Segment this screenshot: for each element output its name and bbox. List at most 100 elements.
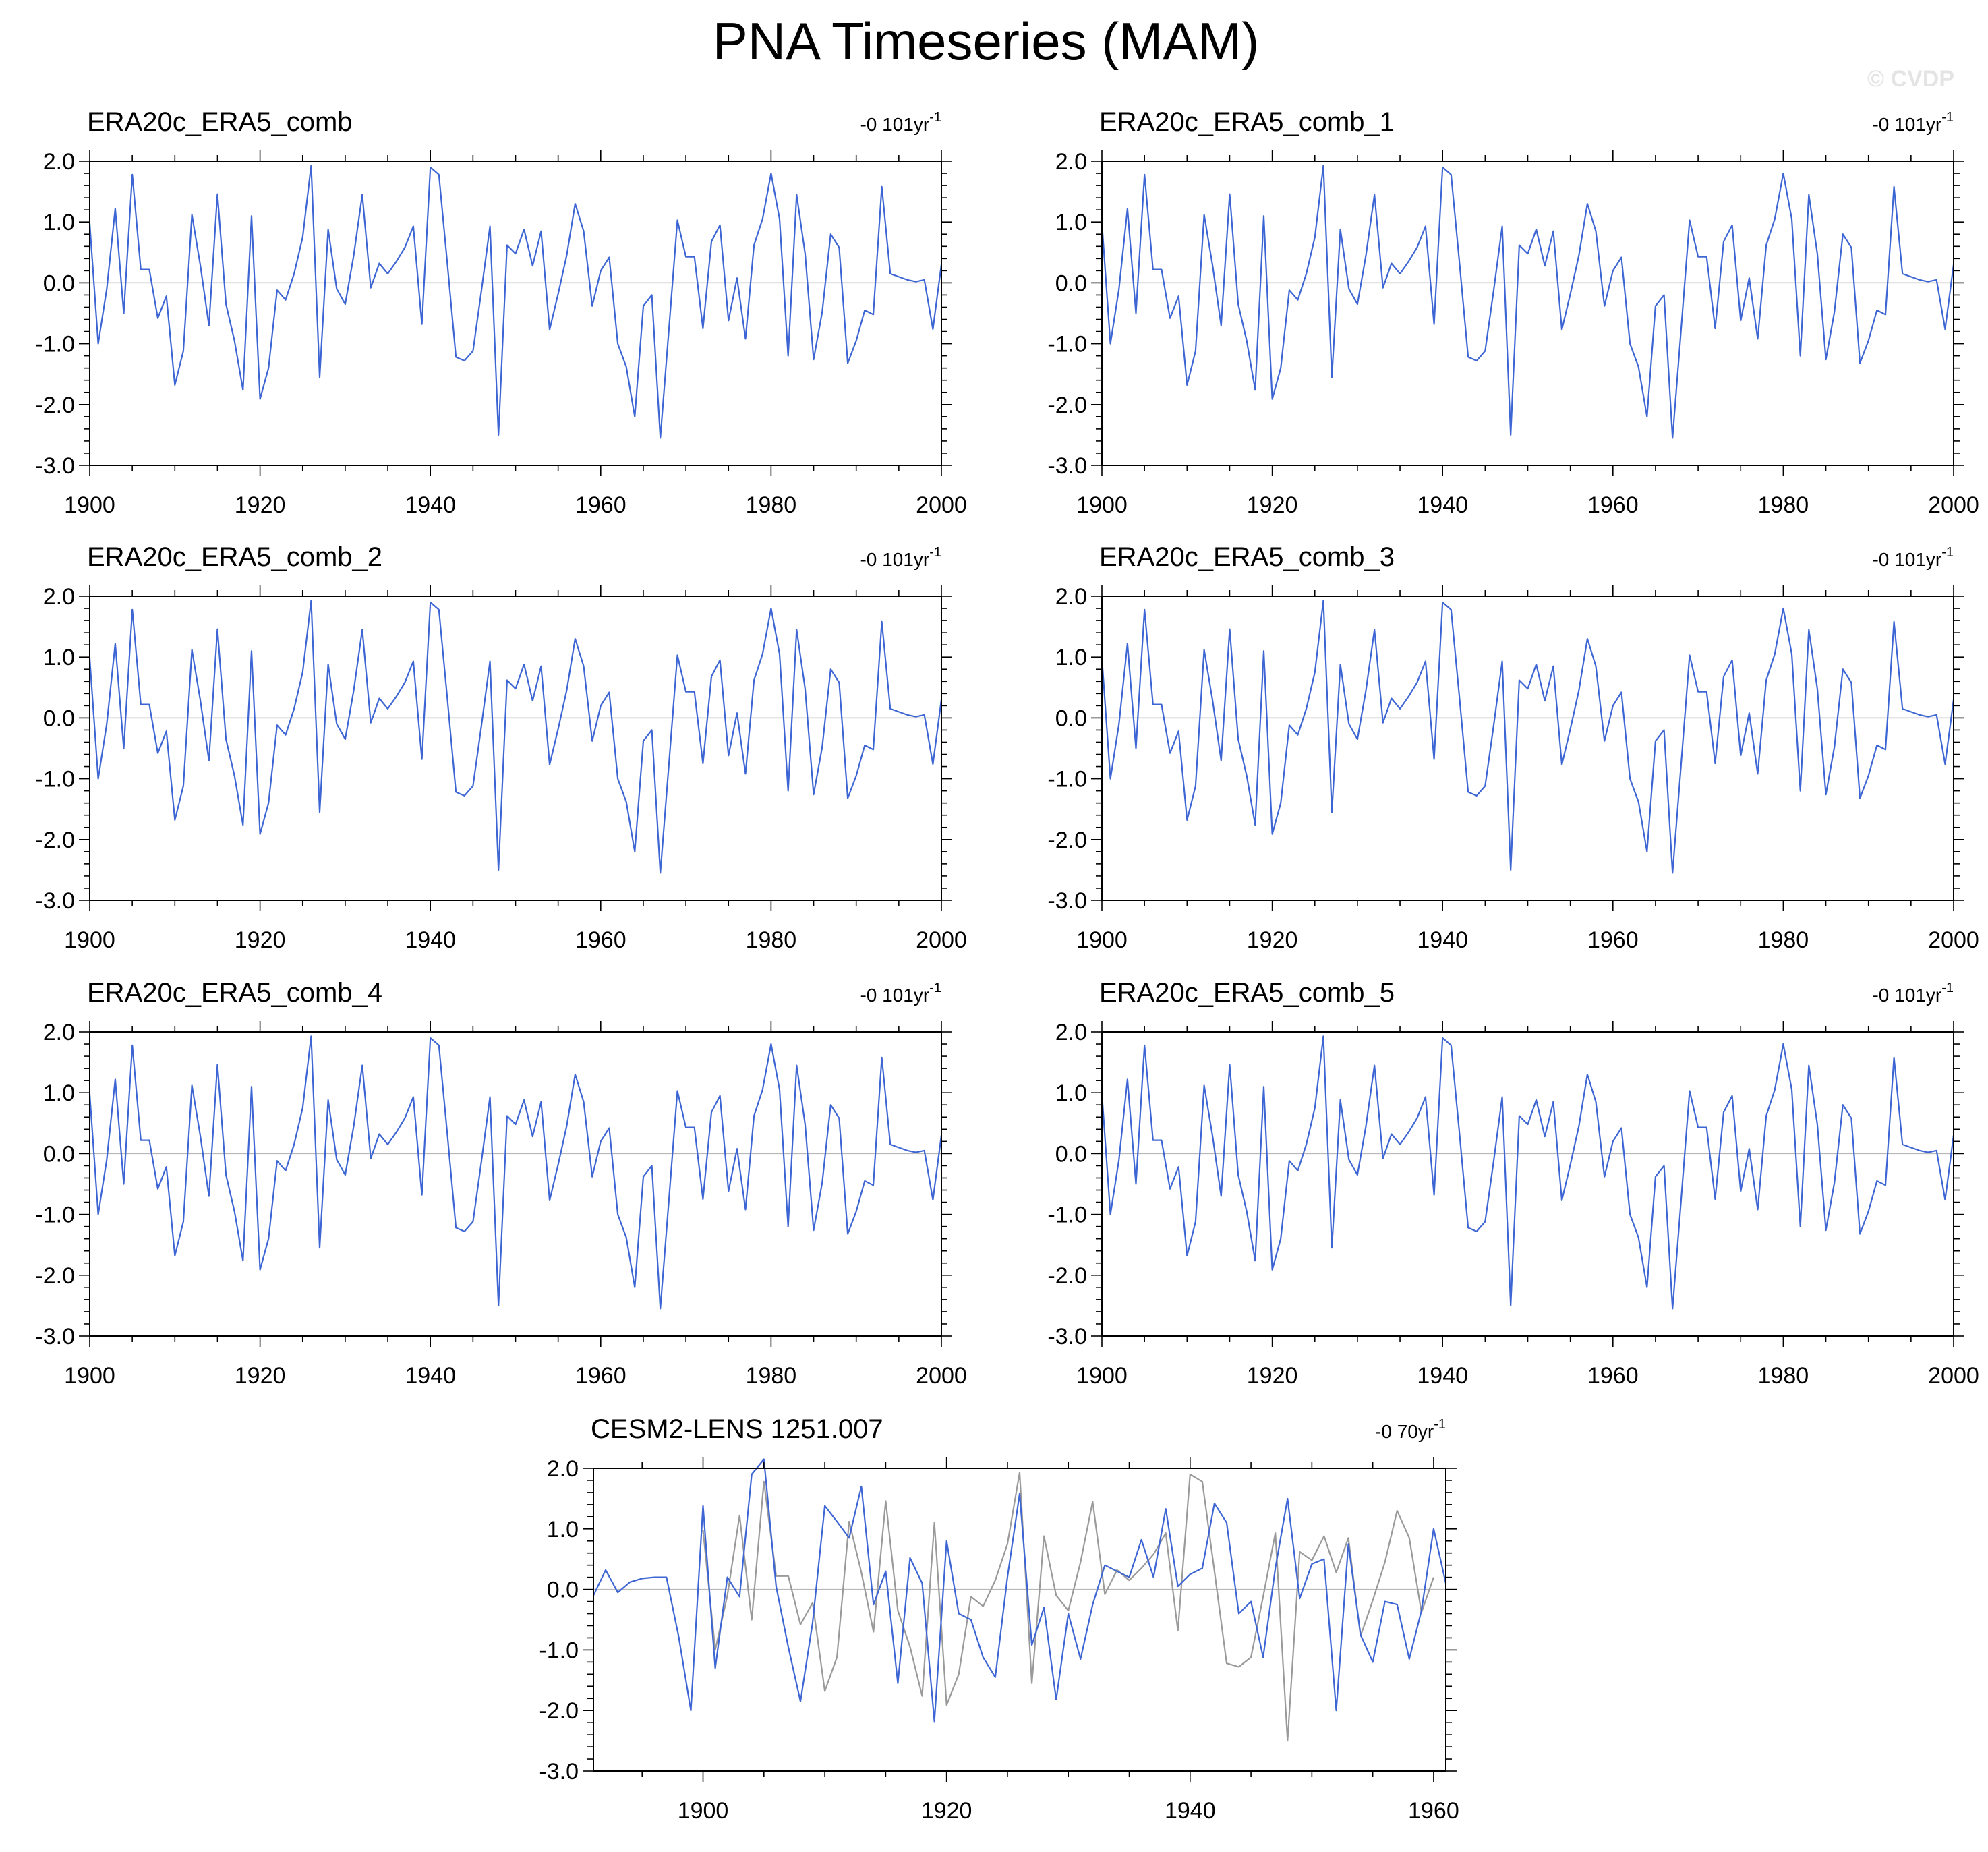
trend-value: -0 101yr [860, 985, 929, 1006]
trend-exponent: -1 [929, 981, 941, 995]
y-tick-label: -1.0 [35, 1203, 75, 1228]
trend-value: -0 101yr [860, 114, 929, 135]
y-tick-label: 2.0 [547, 1456, 579, 1482]
x-tick-label: 1900 [64, 492, 115, 518]
x-tick-label: 1940 [405, 492, 456, 518]
y-tick-label: -2.0 [1047, 1263, 1087, 1289]
y-tick-label: 0.0 [43, 1141, 75, 1167]
y-tick-label: -2.0 [539, 1698, 579, 1724]
panel-1: 2.0 1.0 0.0 -1.0 -2.0 -3.0 1900 1920 1940 1960 198… [35, 107, 966, 518]
panel-title: ERA20c_ERA5_comb [87, 107, 353, 137]
x-tick-label: 1900 [1076, 927, 1128, 953]
y-tick-label: -3.0 [539, 1759, 579, 1785]
y-tick-label: 0.0 [547, 1578, 579, 1603]
x-tick-label: 2000 [1928, 492, 1979, 518]
x-tick-label: 1960 [1587, 1363, 1639, 1389]
x-tick-label: 1940 [1417, 1363, 1468, 1389]
x-tick-label: 2000 [916, 1363, 967, 1389]
panel-title: ERA20c_ERA5_comb_4 [87, 978, 382, 1008]
trend-label: -0 101yr-1 [1872, 981, 1954, 1006]
trend-label: -0 101yr-1 [860, 545, 941, 570]
plot-frame [1101, 596, 1954, 901]
plot-frame [593, 1468, 1446, 1772]
y-tick-label: 0.0 [1055, 705, 1087, 731]
x-tick-label: 1940 [405, 1363, 456, 1389]
y-tick-label: 0.0 [1055, 1141, 1087, 1167]
panel-title: CESM2-LENS 1251.007 [591, 1414, 883, 1444]
trend-label: -0 70yr-1 [1375, 1417, 1446, 1442]
x-tick-label: 1900 [678, 1798, 729, 1824]
x-tick-label: 1920 [235, 492, 286, 518]
x-tick-label: 1980 [1758, 492, 1809, 518]
y-tick-label: -3.0 [1047, 453, 1087, 479]
y-tick-label: 1.0 [43, 645, 75, 670]
y-tick-label: -1.0 [1047, 1203, 1087, 1228]
trend-exponent: -1 [1941, 545, 1954, 560]
trend-value: -0 101yr [1872, 114, 1941, 135]
trend-exponent: -1 [1941, 110, 1954, 125]
panel-4: 2.0 1.0 0.0 -1.0 -2.0 -3.0 1900 1920 1940 1960 198… [1047, 542, 1979, 953]
series-line-1 [88, 1035, 943, 1310]
y-tick-label: -2.0 [35, 393, 75, 418]
x-tick-label: 1960 [1408, 1798, 1459, 1824]
x-tick-label: 1940 [1417, 492, 1468, 518]
series-line-1 [88, 600, 943, 874]
y-tick-label: 2.0 [43, 584, 75, 610]
trend-value: -0 101yr [1872, 985, 1941, 1006]
plot-frame [89, 596, 942, 901]
trend-exponent: -1 [929, 110, 941, 125]
panel-5: 2.0 1.0 0.0 -1.0 -2.0 -3.0 1900 1920 1940 1960 198… [35, 978, 966, 1389]
trend-exponent: -1 [1434, 1417, 1446, 1432]
panels: 2.0 1.0 0.0 -1.0 -2.0 -3.0 1900 1920 1940 1960 198… [35, 107, 1979, 1824]
y-tick-label: -1.0 [35, 767, 75, 792]
y-tick-label: 1.0 [1055, 1080, 1087, 1106]
y-tick-label: 2.0 [43, 149, 75, 175]
x-tick-label: 1900 [64, 1363, 115, 1389]
x-tick-label: 1980 [746, 492, 797, 518]
trend-exponent: -1 [1941, 981, 1954, 995]
y-tick-label: -1.0 [1047, 767, 1087, 792]
series-line-2 [593, 1458, 1447, 1723]
plot-frame [89, 1031, 942, 1337]
panel-3: 2.0 1.0 0.0 -1.0 -2.0 -3.0 1900 1920 1940 1960 198… [35, 542, 966, 953]
plot-frame [1101, 1031, 1954, 1337]
y-tick-label: 2.0 [1055, 149, 1087, 175]
y-tick-label: 1.0 [43, 210, 75, 235]
series-line-1 [702, 1472, 1434, 1742]
y-tick-label: -3.0 [35, 888, 75, 914]
x-tick-label: 1960 [575, 492, 626, 518]
panel-title: ERA20c_ERA5_comb_1 [1099, 107, 1395, 137]
plot-frame [1101, 161, 1954, 466]
y-tick-label: 0.0 [43, 705, 75, 731]
x-tick-label: 1960 [575, 927, 626, 953]
x-tick-label: 1920 [921, 1798, 972, 1824]
y-tick-label: 1.0 [547, 1517, 579, 1542]
x-tick-label: 1920 [1247, 1363, 1298, 1389]
panel-2: 2.0 1.0 0.0 -1.0 -2.0 -3.0 1900 1920 1940 1960 198… [1047, 107, 1979, 518]
y-tick-label: -2.0 [1047, 393, 1087, 418]
x-tick-label: 1900 [64, 927, 115, 953]
x-tick-label: 1940 [1165, 1798, 1216, 1824]
x-tick-label: 2000 [916, 492, 967, 518]
x-tick-label: 1980 [1758, 1363, 1809, 1389]
x-tick-label: 1920 [1247, 927, 1298, 953]
y-tick-label: -2.0 [35, 828, 75, 853]
x-tick-label: 1980 [746, 927, 797, 953]
x-tick-label: 1980 [1758, 927, 1809, 953]
x-tick-label: 1920 [1247, 492, 1298, 518]
y-tick-label: 1.0 [43, 1080, 75, 1106]
y-tick-label: -2.0 [35, 1263, 75, 1289]
series-line-1 [88, 165, 943, 439]
x-tick-label: 1960 [1587, 492, 1639, 518]
x-tick-label: 1940 [1417, 927, 1468, 953]
y-tick-label: -2.0 [1047, 828, 1087, 853]
y-tick-label: 2.0 [1055, 584, 1087, 610]
x-tick-label: 1940 [405, 927, 456, 953]
trend-exponent: -1 [929, 545, 941, 560]
trend-label: -0 101yr-1 [860, 110, 941, 135]
trend-label: -0 101yr-1 [1872, 545, 1954, 570]
x-tick-label: 2000 [1928, 927, 1979, 953]
series-line-1 [1101, 1035, 1955, 1310]
y-tick-label: 0.0 [43, 270, 75, 296]
